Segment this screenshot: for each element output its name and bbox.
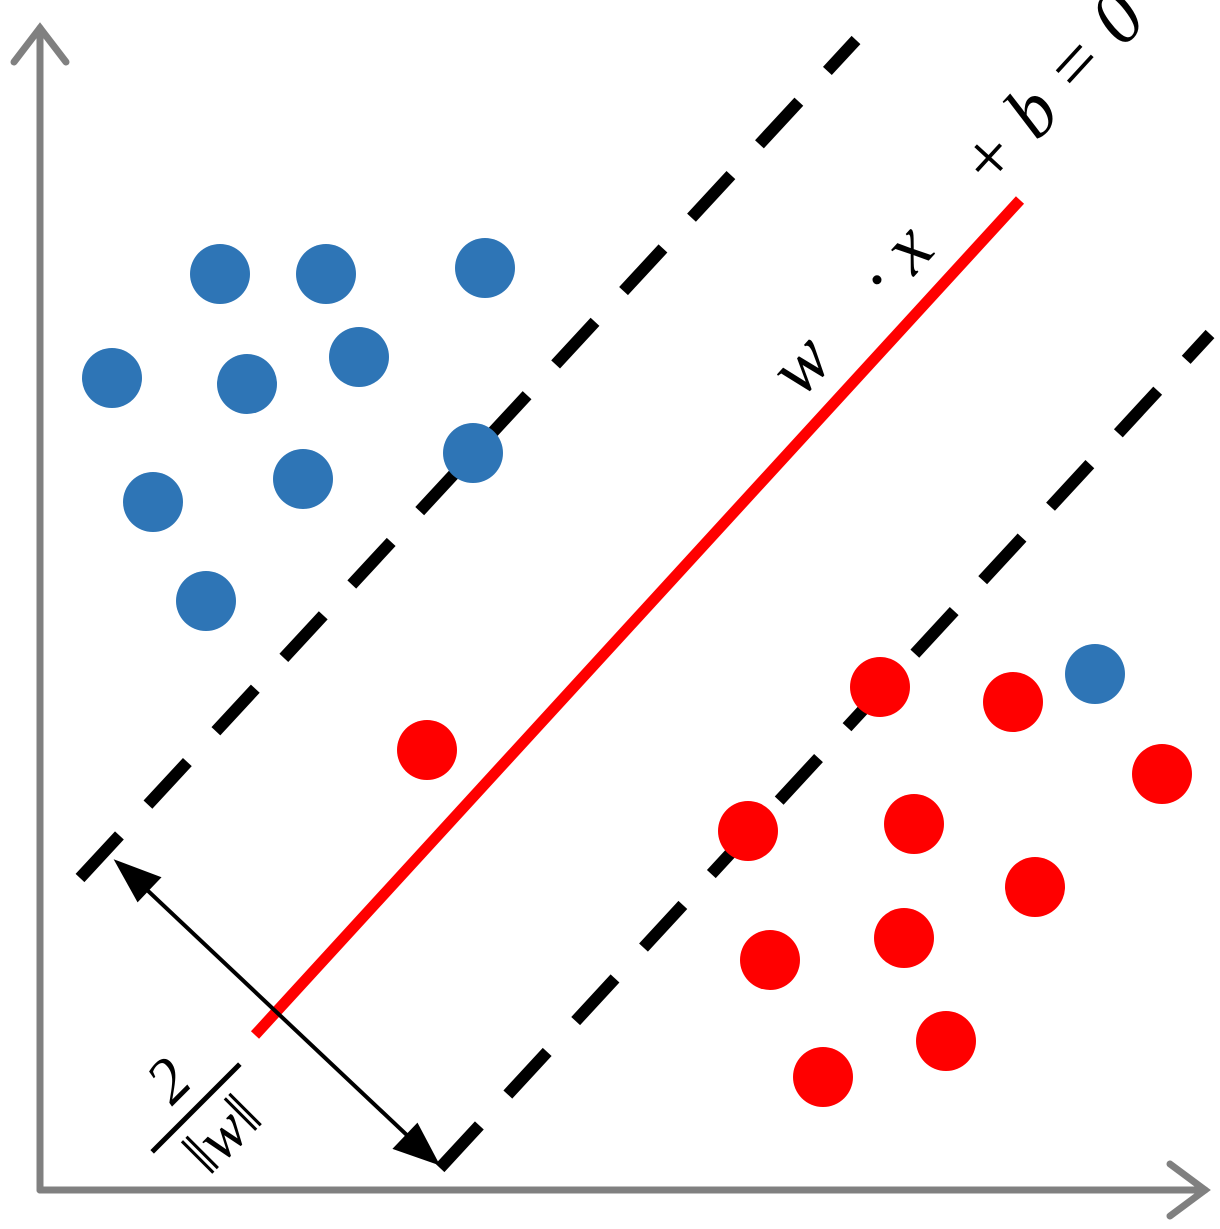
point xyxy=(740,930,800,990)
point xyxy=(916,1011,976,1071)
margin-arrow xyxy=(113,859,441,1166)
point xyxy=(1065,644,1125,704)
y-axis-arrow xyxy=(10,22,70,66)
point xyxy=(329,327,389,387)
point xyxy=(983,672,1043,732)
point xyxy=(273,449,333,509)
hyperplane xyxy=(250,196,1025,1039)
arrow-shaft xyxy=(126,870,430,1157)
arrow-head xyxy=(113,859,162,903)
margin-label: 2 ‖w‖ xyxy=(132,1044,275,1187)
arrow-head xyxy=(392,1122,441,1166)
hyperplane-label: w⃗ · x⃗ + b = 0 xyxy=(752,0,1161,411)
point xyxy=(296,244,356,304)
point xyxy=(397,720,457,780)
point xyxy=(443,423,503,483)
point xyxy=(1005,857,1065,917)
upper-margin xyxy=(75,35,861,883)
margin-numerator: 2 xyxy=(132,1044,205,1117)
point xyxy=(793,1047,853,1107)
point xyxy=(123,472,183,532)
point xyxy=(718,801,778,861)
point xyxy=(217,354,277,414)
point xyxy=(884,794,944,854)
blue-class xyxy=(82,238,1125,704)
point xyxy=(190,244,250,304)
x-axis-arrow xyxy=(1166,1160,1211,1220)
lower-margin xyxy=(435,329,1215,1173)
point xyxy=(176,571,236,631)
fraction-bar xyxy=(150,1062,242,1154)
point xyxy=(874,908,934,968)
red-class xyxy=(397,657,1192,1107)
point xyxy=(1132,744,1192,804)
point xyxy=(455,238,515,298)
point xyxy=(850,657,910,717)
point xyxy=(82,348,142,408)
axes xyxy=(10,22,1211,1220)
